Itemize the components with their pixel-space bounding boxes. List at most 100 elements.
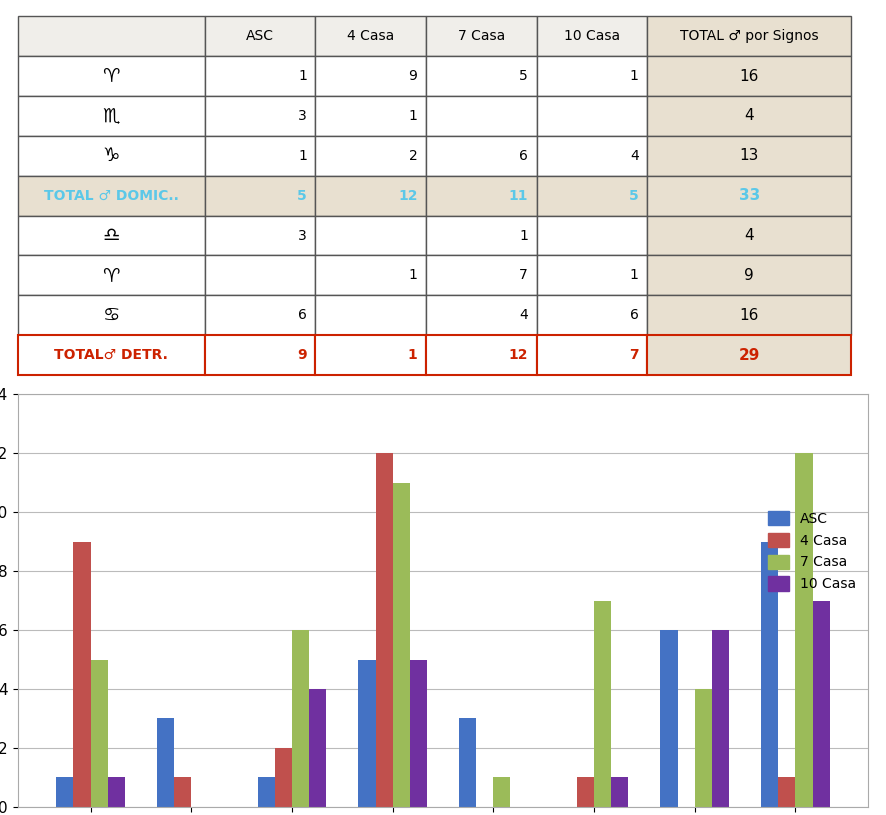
Text: 9: 9 [298,348,307,362]
FancyBboxPatch shape [537,136,647,176]
FancyBboxPatch shape [205,16,315,56]
Bar [57,778,74,807]
Text: 7: 7 [519,268,528,282]
Bar [275,748,292,807]
Bar [157,719,175,807]
Text: 9: 9 [744,268,754,283]
Bar [359,659,376,807]
Legend: ASC, 4 Casa, 7 Casa, 10 Casa: ASC, 4 Casa, 7 Casa, 10 Casa [762,505,861,597]
Bar [74,542,90,807]
FancyBboxPatch shape [537,335,647,375]
Bar [761,542,778,807]
FancyBboxPatch shape [537,96,647,136]
FancyBboxPatch shape [18,295,205,335]
FancyBboxPatch shape [205,176,315,216]
Text: 16: 16 [740,68,759,84]
Text: ♋: ♋ [103,306,120,324]
Text: 7 Casa: 7 Casa [458,29,505,43]
Bar [258,778,275,807]
Bar [695,689,711,807]
Text: 12: 12 [509,348,528,362]
Bar [108,778,125,807]
FancyBboxPatch shape [205,136,315,176]
FancyBboxPatch shape [18,216,205,255]
Text: 10 Casa: 10 Casa [563,29,620,43]
FancyBboxPatch shape [315,16,426,56]
Text: ♏: ♏ [103,107,120,126]
Bar [494,778,510,807]
FancyBboxPatch shape [537,255,647,295]
FancyBboxPatch shape [205,216,315,255]
FancyBboxPatch shape [537,16,647,56]
Bar [594,601,611,807]
FancyBboxPatch shape [205,56,315,96]
FancyBboxPatch shape [426,335,537,375]
Text: ♈: ♈ [103,67,120,86]
FancyBboxPatch shape [315,176,426,216]
FancyBboxPatch shape [426,295,537,335]
FancyBboxPatch shape [18,176,205,216]
Text: 1: 1 [630,268,639,282]
FancyBboxPatch shape [315,56,426,96]
FancyBboxPatch shape [18,96,205,136]
Text: TOTAL ♂ por Signos: TOTAL ♂ por Signos [680,29,819,43]
Bar [459,719,477,807]
FancyBboxPatch shape [18,56,205,96]
Bar [409,659,427,807]
FancyBboxPatch shape [537,56,647,96]
FancyBboxPatch shape [647,136,851,176]
Text: 1: 1 [408,109,417,123]
Text: ♑: ♑ [103,147,120,165]
FancyBboxPatch shape [426,56,537,96]
FancyBboxPatch shape [426,16,537,56]
FancyBboxPatch shape [647,56,851,96]
FancyBboxPatch shape [537,176,647,216]
FancyBboxPatch shape [426,176,537,216]
Text: 4 Casa: 4 Casa [347,29,394,43]
FancyBboxPatch shape [647,176,851,216]
Bar [90,659,108,807]
Text: 12: 12 [398,188,417,203]
Text: 5: 5 [519,69,528,83]
FancyBboxPatch shape [205,96,315,136]
FancyBboxPatch shape [426,216,537,255]
Bar [778,778,796,807]
Text: 1: 1 [408,268,417,282]
Text: 5: 5 [297,188,307,203]
Text: ASC: ASC [246,29,274,43]
Bar [309,689,326,807]
Text: ♈: ♈ [103,266,120,285]
FancyBboxPatch shape [647,295,851,335]
Text: 5: 5 [629,188,639,203]
Text: 1: 1 [298,149,307,163]
Text: 4: 4 [744,228,754,243]
FancyBboxPatch shape [647,16,851,56]
Bar [292,630,309,807]
FancyBboxPatch shape [315,136,426,176]
Text: 6: 6 [519,149,528,163]
FancyBboxPatch shape [426,136,537,176]
Text: TOTAL ♂ DOMIC..: TOTAL ♂ DOMIC.. [43,188,179,203]
FancyBboxPatch shape [647,335,851,375]
Text: 11: 11 [509,188,528,203]
Text: TOTAL♂ DETR.: TOTAL♂ DETR. [54,348,168,362]
FancyBboxPatch shape [647,96,851,136]
Text: 6: 6 [298,308,307,322]
FancyBboxPatch shape [18,255,205,295]
Bar [711,630,729,807]
FancyBboxPatch shape [18,16,205,56]
Bar [392,482,409,807]
FancyBboxPatch shape [18,335,205,375]
Bar [175,778,191,807]
FancyBboxPatch shape [205,255,315,295]
Bar [812,601,829,807]
Text: 1: 1 [630,69,639,83]
Bar [660,630,678,807]
Bar [577,778,594,807]
Text: ♎: ♎ [103,226,120,245]
Text: 1: 1 [519,228,528,243]
Text: 1: 1 [408,348,417,362]
Text: 29: 29 [739,348,760,363]
Bar [611,778,628,807]
FancyBboxPatch shape [426,255,537,295]
